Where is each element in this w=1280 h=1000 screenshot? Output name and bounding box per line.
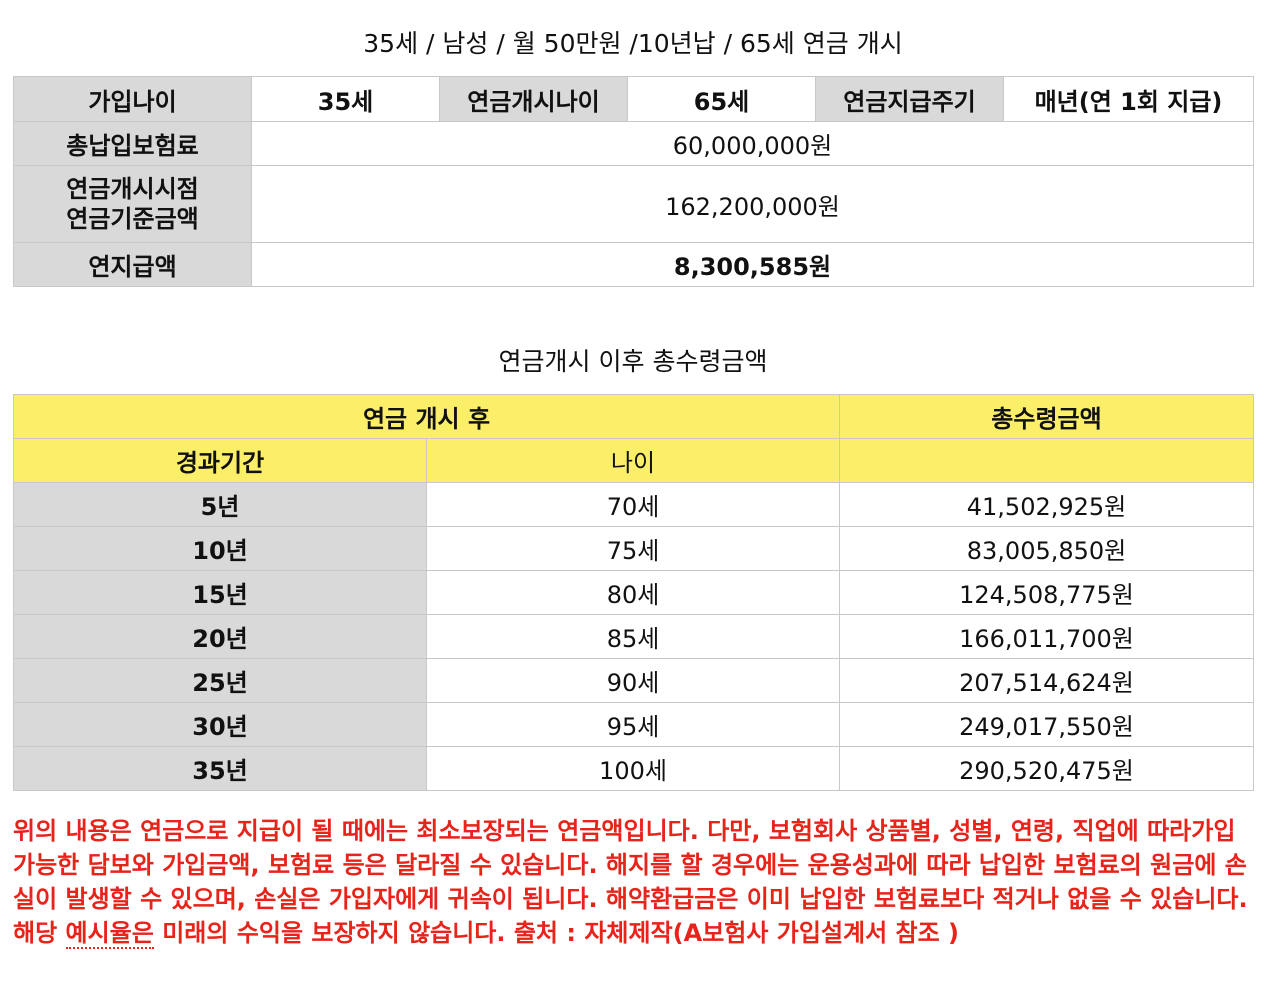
period-cell: 5년 [13,482,427,527]
age-cell: 85세 [426,614,840,659]
empty-header-cell [839,438,1254,483]
after-start-header: 연금 개시 후 [13,394,840,439]
table-row: 10년 75세 83,005,850원 [13,526,1254,571]
age-cell: 90세 [426,658,840,703]
amount-cell: 83,005,850원 [839,526,1254,571]
table-row: 15년 80세 124,508,775원 [13,570,1254,615]
period-cell: 30년 [13,702,427,747]
amount-cell: 166,011,700원 [839,614,1254,659]
age-cell: 80세 [426,570,840,615]
amount-cell: 124,508,775원 [839,570,1254,615]
period-cell: 10년 [13,526,427,571]
age-cell: 70세 [426,482,840,527]
total-premium-label: 총납입보험료 [13,121,252,166]
elapsed-period-header: 경과기간 [13,438,427,483]
payout-table-title: 연금개시 이후 총수령금액 [498,347,768,376]
summary-row-total-premium: 총납입보험료 60,000,000원 [13,121,1254,166]
table-row: 25년 90세 207,514,624원 [13,658,1254,703]
join-age-value: 35세 [251,76,440,122]
payment-cycle-label: 연금지급주기 [815,76,1004,122]
summary-row-ages: 가입나이 35세 연금개시나이 65세 연금지급주기 매년(연 1회 지급) [13,76,1254,122]
age-cell: 100세 [426,746,840,791]
summary-row-annual-payment: 연지급액 8,300,585원 [13,242,1254,287]
payout-table: 연금 개시 후 총수령금액 경과기간 나이 5년 70세 41,502,925원… [13,394,1254,791]
summary-row-base-amount: 연금개시시점 연금기준금액 162,200,000원 [13,165,1254,243]
period-cell: 20년 [13,614,427,659]
start-age-label: 연금개시나이 [439,76,628,122]
table-row: 35년 100세 290,520,475원 [13,746,1254,791]
disclaimer-text-part1: 위의 내용은 연금으로 지급이 될 때에는 최소보장되는 연금액입니다. 다만,… [13,817,1248,947]
period-cell: 15년 [13,570,427,615]
join-age-label: 가입나이 [13,76,252,122]
period-cell: 25년 [13,658,427,703]
age-cell: 75세 [426,526,840,571]
amount-cell: 207,514,624원 [839,658,1254,703]
age-cell: 95세 [426,702,840,747]
base-amount-label-line1: 연금개시시점 [66,175,199,203]
payout-header-row: 연금 개시 후 총수령금액 [13,394,1254,439]
total-amount-header: 총수령금액 [839,394,1254,439]
annual-payment-label: 연지급액 [13,242,252,287]
period-cell: 35년 [13,746,427,791]
payment-cycle-value: 매년(연 1회 지급) [1003,76,1254,122]
base-amount-label: 연금개시시점 연금기준금액 [13,165,252,243]
pension-summary-table: 가입나이 35세 연금개시나이 65세 연금지급주기 매년(연 1회 지급) 총… [13,76,1254,287]
amount-cell: 41,502,925원 [839,482,1254,527]
table-row: 30년 95세 249,017,550원 [13,702,1254,747]
base-amount-label-line2: 연금기준금액 [66,205,199,233]
age-header: 나이 [426,438,840,483]
disclaimer-underlined-term: 예시율은 [65,919,154,949]
payout-subheader-row: 경과기간 나이 [13,438,1254,483]
annual-payment-value: 8,300,585원 [251,242,1254,287]
total-premium-value: 60,000,000원 [251,121,1254,166]
start-age-value: 65세 [627,76,816,122]
amount-cell: 290,520,475원 [839,746,1254,791]
page-title: 35세 / 남성 / 월 50만원 /10년납 / 65세 연금 개시 [363,29,903,58]
disclaimer-text-part2: 미래의 수익을 보장하지 않습니다. 출처 : 자체제작(A보험사 가입설계서 … [153,919,960,947]
base-amount-value: 162,200,000원 [251,165,1254,243]
amount-cell: 249,017,550원 [839,702,1254,747]
table-row: 5년 70세 41,502,925원 [13,482,1254,527]
disclaimer-notice: 위의 내용은 연금으로 지급이 될 때에는 최소보장되는 연금액입니다. 다만,… [13,814,1253,950]
table-row: 20년 85세 166,011,700원 [13,614,1254,659]
